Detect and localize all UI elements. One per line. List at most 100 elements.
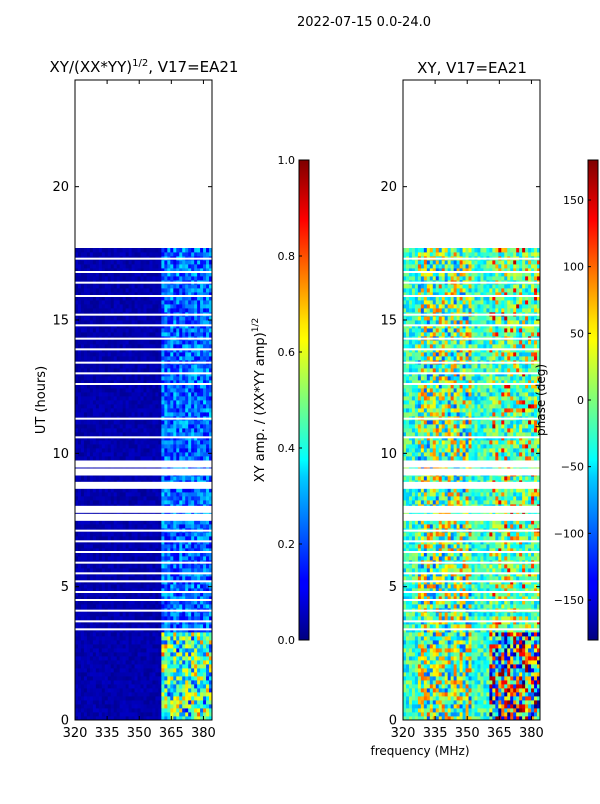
left-heatmap-cell xyxy=(194,556,198,561)
left-heatmap-cell xyxy=(125,656,130,661)
left-heatmap-cell xyxy=(176,624,180,629)
left-panel: XY/(XX*YY)1/2, V17=EA21 320 335 350 365 3800… xyxy=(34,58,238,741)
left-heatmap-cell xyxy=(194,668,198,673)
left-heatmap-cell xyxy=(179,332,183,337)
left-heatmap-cell xyxy=(140,424,144,429)
left-heatmap-cell xyxy=(173,532,177,537)
left-heatmap-cell xyxy=(137,588,141,593)
left-heatmap-cell xyxy=(200,432,204,437)
left-heatmap-cell xyxy=(140,656,144,661)
left-heatmap-cell xyxy=(122,660,127,665)
left-heatmap-cell xyxy=(191,328,195,333)
left-heatmap-cell xyxy=(188,680,192,685)
left-heatmap-cell xyxy=(164,296,168,301)
left-heatmap-cell xyxy=(209,704,212,709)
left-heatmap-cell xyxy=(83,596,88,601)
left-heatmap-cell xyxy=(206,548,210,553)
left-heatmap-cell xyxy=(122,556,127,561)
left-heatmap-cell xyxy=(143,652,147,657)
left-heatmap-cell xyxy=(77,408,82,413)
left-heatmap-cell xyxy=(194,632,198,637)
left-heatmap-cell xyxy=(158,424,162,429)
left-heatmap-cell xyxy=(75,428,79,433)
left-heatmap-cell xyxy=(137,408,141,413)
left-heatmap-cell xyxy=(122,716,127,720)
left-heatmap-cell xyxy=(92,388,97,393)
left-heatmap-cell xyxy=(113,632,118,637)
left-heatmap-cell xyxy=(164,332,168,337)
left-heatmap-cell xyxy=(176,340,180,345)
left-heatmap-cell xyxy=(188,688,192,693)
left-heatmap-cell xyxy=(75,476,79,481)
left-heatmap-cell xyxy=(107,696,112,701)
left-heatmap-cell xyxy=(137,448,141,453)
left-heatmap-cell xyxy=(128,624,132,629)
left-heatmap-cell xyxy=(80,332,85,337)
left-heatmap-cell xyxy=(75,544,79,549)
left-heatmap-cell xyxy=(179,600,183,605)
left-heatmap-cell xyxy=(80,716,85,720)
left-heatmap-cell xyxy=(119,388,124,393)
left-heatmap-cell xyxy=(77,420,82,425)
left-heatmap-cell xyxy=(200,404,204,409)
left-heatmap-cell xyxy=(122,644,127,649)
left-heatmap-cell xyxy=(206,404,210,409)
left-heatmap-cell xyxy=(77,424,82,429)
left-heatmap-cell xyxy=(116,612,121,617)
left-heatmap-cell xyxy=(75,664,79,669)
left-heatmap-cell xyxy=(143,716,147,720)
left-heatmap-cell xyxy=(209,388,212,393)
left-heatmap-cell xyxy=(209,424,212,429)
left-heatmap-cell xyxy=(173,588,177,593)
left-heatmap-cell xyxy=(176,492,180,497)
left-heatmap-cell xyxy=(77,296,82,301)
left-heatmap-cell xyxy=(122,288,127,293)
left-heatmap-cell xyxy=(98,492,103,497)
left-heatmap-cell xyxy=(194,316,198,321)
left-heatmap-cell xyxy=(75,660,79,665)
left-heatmap-cell xyxy=(116,328,121,333)
left-heatmap-cell xyxy=(143,368,147,373)
left-heatmap-cell xyxy=(149,400,153,405)
left-heatmap-cell xyxy=(104,396,109,401)
left-heatmap-cell xyxy=(209,556,212,561)
left-heatmap-cell xyxy=(92,440,97,445)
left-heatmap-cell xyxy=(152,644,156,649)
left-heatmap-cell xyxy=(176,672,180,677)
left-heatmap-cell xyxy=(146,400,150,405)
left-heatmap-cell xyxy=(197,452,201,457)
left-heatmap-cell xyxy=(92,636,97,641)
left-heatmap-cell xyxy=(161,700,165,705)
left-heatmap-cell xyxy=(158,396,162,401)
left-heatmap-cell xyxy=(134,548,138,553)
left-heatmap-cell xyxy=(113,588,118,593)
left-heatmap-cell xyxy=(164,524,168,529)
left-heatmap-cell xyxy=(77,612,82,617)
left-heatmap-cell xyxy=(95,420,100,425)
left-heatmap-cell xyxy=(206,456,210,461)
left-heatmap-cell xyxy=(197,356,201,361)
left-heatmap-cell xyxy=(89,364,94,369)
left-heatmap-cell xyxy=(77,692,82,697)
left-heatmap-cell xyxy=(173,288,177,293)
left-heatmap-cell xyxy=(119,696,124,701)
left-heatmap-cell xyxy=(89,576,94,581)
left-heatmap-cell xyxy=(128,476,132,481)
left-heatmap-cell xyxy=(185,304,189,309)
left-heatmap-cell xyxy=(203,404,207,409)
left-heatmap-cell xyxy=(137,704,141,709)
left-heatmap-cell xyxy=(75,640,79,645)
left-heatmap-cell xyxy=(161,408,165,413)
left-heatmap-cell xyxy=(110,576,115,581)
left-heatmap-cell xyxy=(131,552,135,557)
left-heatmap-cell xyxy=(209,404,212,409)
left-heatmap-cell xyxy=(119,652,124,657)
left-heatmap-cell xyxy=(179,412,183,417)
left-heatmap-cell xyxy=(173,396,177,401)
left-heatmap-cell xyxy=(137,380,141,385)
left-heatmap-cell xyxy=(110,648,115,653)
left-heatmap-cell xyxy=(185,292,189,297)
left-heatmap-cell xyxy=(170,412,174,417)
left-heatmap-cell xyxy=(197,500,201,505)
left-heatmap-cell xyxy=(200,696,204,701)
